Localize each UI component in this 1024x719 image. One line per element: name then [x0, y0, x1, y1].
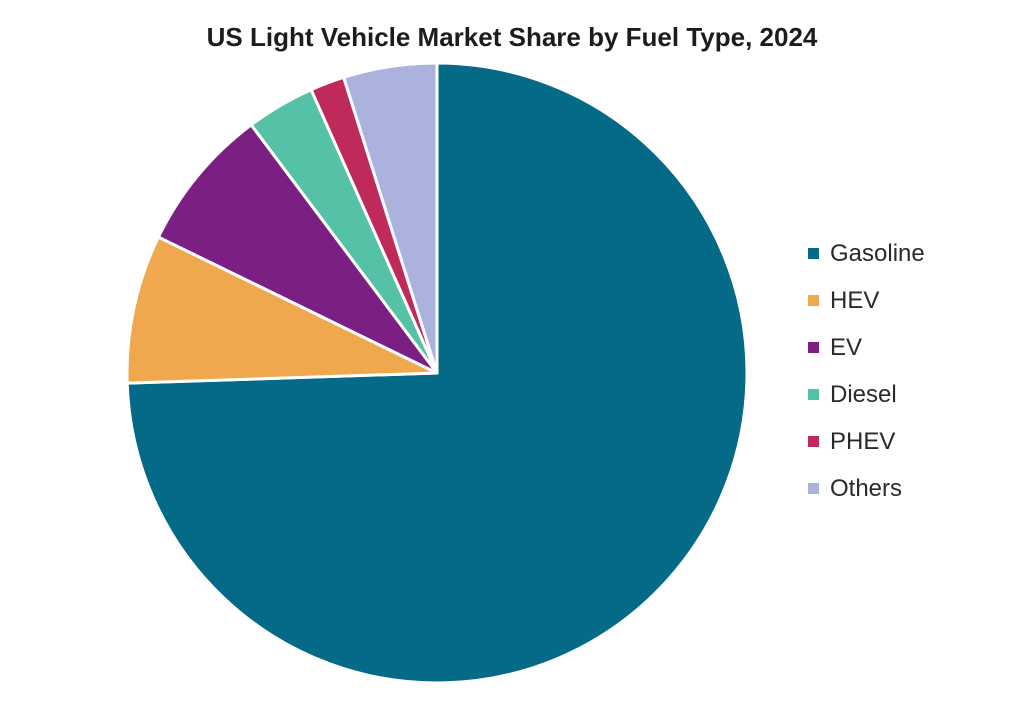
legend-label: Others — [830, 474, 903, 502]
legend-item-ev: EV — [808, 324, 925, 371]
legend-swatch — [808, 295, 819, 306]
chart-title: US Light Vehicle Market Share by Fuel Ty… — [206, 22, 818, 52]
legend-item-phev: PHEV — [808, 418, 925, 465]
legend-item-hev: HEV — [808, 277, 925, 324]
legend-swatch — [808, 436, 819, 447]
legend-item-others: Others — [808, 465, 925, 512]
legend-swatch — [808, 342, 819, 353]
legend-swatch — [808, 248, 819, 259]
pie-slice-others — [342, 61, 439, 375]
pie-slice-hev — [125, 235, 439, 385]
legend-item-diesel: Diesel — [808, 371, 925, 418]
legend-swatch — [808, 483, 819, 494]
legend-swatch — [808, 389, 819, 400]
legend-label: PHEV — [830, 427, 896, 455]
legend-label: EV — [830, 333, 863, 361]
legend-label: Gasoline — [830, 239, 925, 267]
legend-item-gasoline: Gasoline — [808, 230, 925, 277]
legend-label: HEV — [830, 286, 880, 314]
legend-label: Diesel — [830, 380, 897, 408]
legend: Gasoline HEV EV Diesel PHEV Others — [808, 230, 925, 512]
pie-slice-ev — [156, 123, 439, 375]
